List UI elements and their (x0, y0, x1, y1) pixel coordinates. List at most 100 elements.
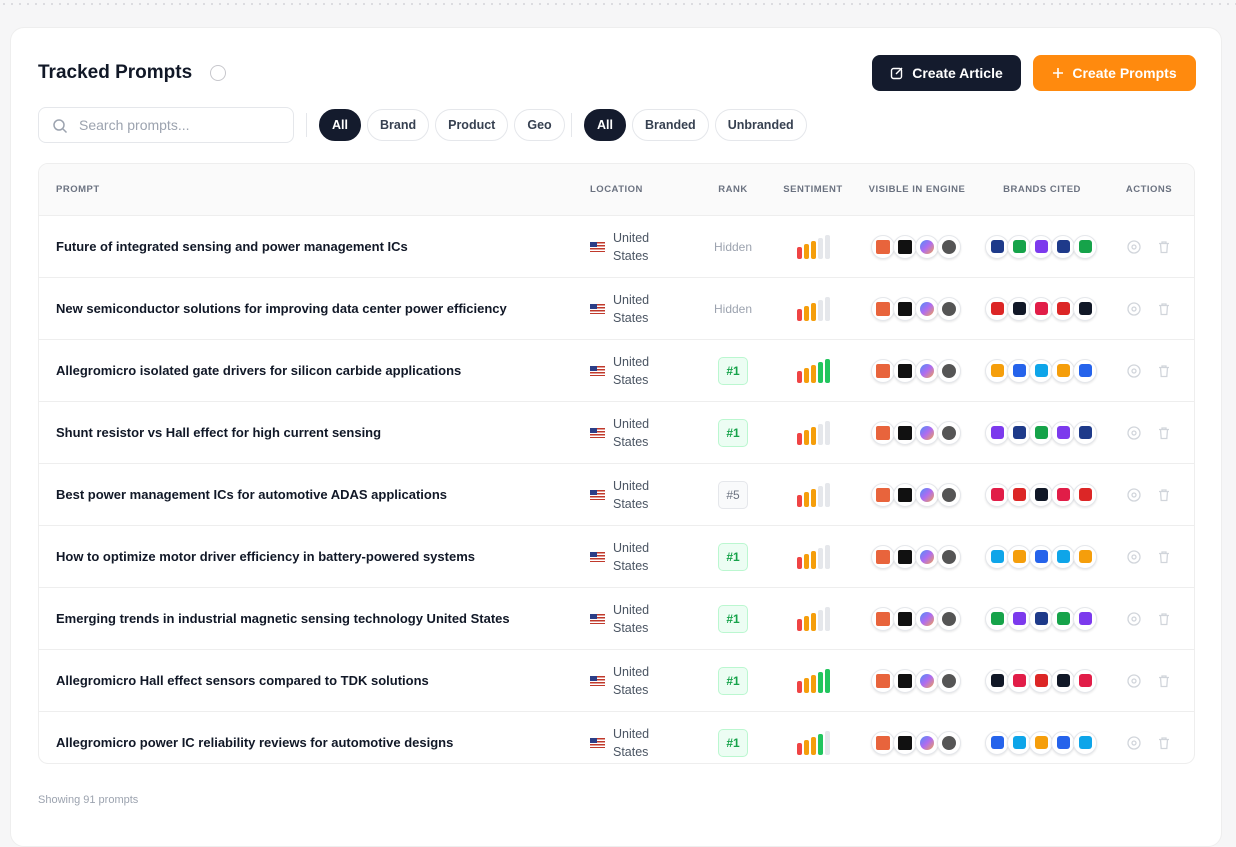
filter-chip[interactable]: Branded (631, 109, 709, 141)
brand-glyph (1078, 612, 1092, 625)
engine-icon (915, 606, 939, 631)
view-icon[interactable] (1127, 301, 1141, 316)
sentiment-bar-filled (796, 618, 802, 631)
delete-icon[interactable] (1157, 488, 1171, 502)
separator (306, 113, 307, 137)
brand-icon (1029, 668, 1053, 693)
view-icon[interactable] (1127, 363, 1141, 378)
brand-icon (1029, 358, 1053, 383)
rank-badge: #1 (718, 604, 748, 633)
filter-chip[interactable]: All (319, 109, 361, 141)
prompt-text: Future of integrated sensing and power m… (56, 239, 408, 254)
brand-icon (1007, 358, 1031, 383)
brand-glyph (1078, 488, 1092, 501)
view-icon[interactable] (1127, 549, 1141, 564)
engine-icon (893, 420, 917, 445)
prompt-text: Best power management ICs for automotive… (56, 487, 448, 502)
filter-chip[interactable]: Geo (514, 109, 565, 141)
brand-glyph (1034, 674, 1048, 687)
filter-chip[interactable]: All (584, 109, 626, 141)
engine-glyph (876, 425, 890, 440)
table-row[interactable]: Allegromicro power IC reliability review… (39, 712, 1194, 763)
engine-icon (937, 544, 961, 569)
delete-icon[interactable] (1157, 612, 1171, 626)
engine-glyph (920, 239, 934, 254)
delete-icon[interactable] (1157, 302, 1171, 316)
table-row[interactable]: Future of integrated sensing and power m… (39, 216, 1194, 278)
delete-icon[interactable] (1157, 364, 1171, 378)
sentiment-bar-filled (810, 426, 816, 445)
sentiment-bar-filled (817, 671, 823, 693)
brand-icon (1029, 296, 1053, 321)
table-row[interactable]: Shunt resistor vs Hall effect for high c… (39, 402, 1194, 464)
filter-chip[interactable]: Product (435, 109, 509, 141)
brand-icon (1073, 296, 1097, 321)
location: United States (590, 601, 695, 637)
filter-chip[interactable]: Brand (366, 109, 430, 141)
view-icon[interactable] (1127, 611, 1141, 626)
delete-icon[interactable] (1157, 426, 1171, 440)
brand-glyph (1078, 736, 1092, 749)
view-icon[interactable] (1127, 673, 1141, 688)
delete-icon[interactable] (1157, 674, 1171, 688)
view-icon[interactable] (1127, 239, 1141, 254)
view-icon[interactable] (1127, 425, 1141, 440)
engine-glyph (920, 673, 934, 688)
engine-icon (937, 482, 961, 507)
brand-glyph (1056, 612, 1070, 625)
table-row[interactable]: New semiconductor solutions for improvin… (39, 278, 1194, 340)
brand-icon (985, 606, 1009, 631)
info-icon[interactable] (210, 65, 226, 81)
engine-icons (871, 668, 961, 693)
dotted-background (0, 0, 1236, 8)
delete-icon[interactable] (1157, 736, 1171, 750)
location-text: United States (613, 230, 650, 263)
column-header: LOCATION (590, 184, 643, 195)
table-row[interactable]: How to optimize motor driver efficiency … (39, 526, 1194, 588)
delete-icon[interactable] (1157, 240, 1171, 254)
brand-glyph (1012, 674, 1026, 687)
delete-icon[interactable] (1157, 550, 1171, 564)
sentiment-bar-empty (824, 296, 830, 321)
brand-icon (1007, 420, 1031, 445)
actions (1127, 673, 1171, 688)
sentiment-bar-filled (817, 733, 823, 755)
engine-icon (937, 730, 961, 755)
brand-glyph (990, 674, 1004, 687)
brand-icons (985, 358, 1097, 383)
brand-icon (1007, 482, 1031, 507)
flag-icon (590, 613, 605, 624)
location: United States (590, 539, 695, 575)
table-row[interactable]: Allegromicro isolated gate drivers for s… (39, 340, 1194, 402)
create-prompts-button[interactable]: Create Prompts (1033, 55, 1196, 91)
view-icon[interactable] (1127, 487, 1141, 502)
separator (571, 113, 572, 137)
engine-glyph (898, 611, 912, 626)
engine-glyph (942, 611, 956, 626)
create-article-button[interactable]: Create Article (872, 55, 1021, 91)
filter-chip[interactable]: Unbranded (714, 109, 807, 141)
engine-glyph (898, 735, 912, 750)
location: United States (590, 663, 695, 699)
brand-icons (985, 234, 1097, 259)
table-row[interactable]: Best power management ICs for automotive… (39, 464, 1194, 526)
sentiment-bars (796, 358, 830, 383)
engine-icon (871, 544, 895, 569)
sentiment-bar-filled (803, 677, 809, 693)
search-input[interactable]: Search prompts... (38, 107, 294, 143)
table-row[interactable]: Allegromicro Hall effect sensors compare… (39, 650, 1194, 712)
location-text: United States (613, 602, 650, 635)
brand-glyph (1034, 612, 1048, 625)
brand-glyph (990, 550, 1004, 563)
brand-glyph (1034, 364, 1048, 377)
view-icon[interactable] (1127, 735, 1141, 750)
engine-glyph (920, 487, 934, 502)
engine-icon (893, 296, 917, 321)
location-text: United States (613, 478, 650, 511)
sentiment-bars (796, 668, 830, 693)
table-row[interactable]: Emerging trends in industrial magnetic s… (39, 588, 1194, 650)
flag-icon (590, 427, 605, 438)
brand-glyph (1078, 364, 1092, 377)
engine-glyph (898, 425, 912, 440)
brand-icon (1051, 296, 1075, 321)
